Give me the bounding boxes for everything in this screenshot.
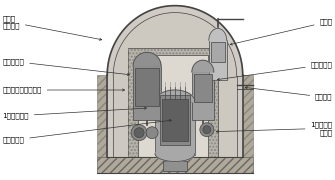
Text: 炉内構造物: 炉内構造物 bbox=[2, 119, 172, 143]
Bar bbox=[162, 99, 188, 141]
Bar bbox=[97, 158, 253, 173]
Bar bbox=[155, 102, 195, 156]
Circle shape bbox=[134, 128, 144, 138]
Text: 蔡気発生器: 蔡気発生器 bbox=[217, 62, 333, 80]
Text: ケーブル: ケーブル bbox=[245, 87, 333, 100]
Circle shape bbox=[146, 127, 158, 139]
Polygon shape bbox=[113, 13, 237, 157]
Text: 1次冷却材
ポンプ: 1次冷却材 ポンプ bbox=[216, 121, 333, 136]
Bar bbox=[211, 42, 225, 62]
Text: 原子炉容器: 原子炉容器 bbox=[2, 58, 130, 76]
Circle shape bbox=[200, 123, 214, 137]
Bar bbox=[133, 66, 161, 120]
Bar bbox=[135, 68, 159, 106]
Text: 原子炉
格納容器: 原子炉 格納容器 bbox=[2, 15, 102, 40]
Bar bbox=[138, 55, 208, 158]
Bar bbox=[192, 72, 214, 120]
Bar bbox=[163, 161, 187, 171]
Polygon shape bbox=[133, 52, 161, 66]
Circle shape bbox=[203, 126, 211, 134]
Polygon shape bbox=[155, 154, 195, 161]
Polygon shape bbox=[107, 6, 243, 158]
Text: コンクリート構造物: コンクリート構造物 bbox=[2, 87, 125, 93]
Text: 加圧器: 加圧器 bbox=[230, 19, 333, 45]
Bar bbox=[128, 48, 218, 158]
Bar bbox=[97, 75, 107, 158]
Circle shape bbox=[131, 125, 147, 141]
Bar bbox=[209, 40, 227, 80]
Bar bbox=[160, 95, 190, 145]
Polygon shape bbox=[192, 60, 214, 72]
Bar bbox=[243, 75, 253, 158]
Bar bbox=[128, 48, 218, 158]
Bar bbox=[194, 74, 212, 102]
Polygon shape bbox=[155, 90, 195, 102]
Text: 1次冷却材管: 1次冷却材管 bbox=[2, 107, 146, 119]
Polygon shape bbox=[209, 28, 227, 40]
